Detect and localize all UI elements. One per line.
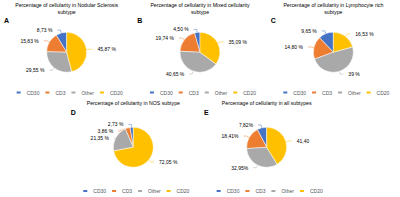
svg-text:72,05 %: 72,05 % [159, 159, 178, 165]
svg-text:E: E [204, 109, 209, 116]
svg-text:41,40: 41,40 [297, 138, 310, 144]
svg-text:subtype: subtype [58, 9, 76, 15]
svg-text:Other: Other [81, 90, 94, 96]
svg-text:CD30: CD30 [227, 188, 240, 194]
svg-text:21,35 %: 21,35 % [91, 135, 110, 141]
svg-text:subtype: subtype [191, 9, 209, 15]
svg-text:15,83 %: 15,83 % [20, 38, 39, 44]
svg-text:19,74 %: 19,74 % [156, 35, 175, 41]
svg-text:8,73 %: 8,73 % [37, 27, 53, 33]
svg-text:Other: Other [348, 90, 361, 96]
svg-text:B: B [137, 17, 142, 24]
svg-text:40,65 %: 40,65 % [166, 71, 185, 77]
svg-text:CD3: CD3 [322, 90, 332, 96]
svg-text:29,55 %: 29,55 % [26, 67, 45, 73]
svg-text:CD20: CD20 [243, 90, 256, 96]
svg-text:Other: Other [215, 90, 228, 96]
svg-text:CD20: CD20 [310, 188, 323, 194]
svg-text:32,95%: 32,95% [231, 165, 249, 171]
svg-text:C: C [271, 17, 276, 24]
svg-text:Percentage of cellularity in N: Percentage of cellularity in NOS subtype [87, 100, 180, 106]
svg-text:CD20: CD20 [377, 90, 390, 96]
svg-text:CD30: CD30 [160, 90, 173, 96]
svg-text:Percentage of cellularity in M: Percentage of cellularity in Mixed cellu… [150, 2, 250, 8]
svg-text:CD3: CD3 [189, 90, 199, 96]
svg-text:3,86 %: 3,86 % [98, 128, 114, 134]
svg-text:7,82%: 7,82% [239, 122, 254, 128]
svg-text:Other: Other [281, 188, 294, 194]
svg-text:14,80 %: 14,80 % [285, 44, 304, 50]
svg-text:Other: Other [148, 188, 161, 194]
svg-text:2,73 %: 2,73 % [108, 121, 124, 127]
svg-text:Percentage of cellularity in N: Percentage of cellularity in Nodular Scl… [15, 2, 118, 8]
svg-text:A: A [4, 17, 9, 24]
svg-text:35,09 %: 35,09 % [229, 39, 248, 45]
svg-text:CD3: CD3 [255, 188, 265, 194]
svg-text:CD30: CD30 [293, 90, 306, 96]
svg-text:subtype: subtype [324, 9, 342, 15]
svg-text:CD20: CD20 [177, 188, 190, 194]
svg-text:45,87 %: 45,87 % [97, 46, 116, 52]
svg-text:D: D [71, 109, 76, 116]
svg-text:CD3: CD3 [55, 90, 65, 96]
svg-text:18,41%: 18,41% [222, 133, 240, 139]
svg-text:CD3: CD3 [122, 188, 132, 194]
svg-text:Percentage of cellularity in a: Percentage of cellularity in all subtype… [222, 100, 312, 106]
svg-text:CD20: CD20 [110, 90, 123, 96]
svg-text:Percentage of cellularity in L: Percentage of cellularity in Lymphocyte … [283, 2, 383, 8]
svg-text:CD30: CD30 [27, 90, 40, 96]
svg-text:4,50 %: 4,50 % [173, 26, 189, 32]
svg-text:9,65 %: 9,65 % [301, 28, 317, 34]
svg-text:39 %: 39 % [348, 71, 360, 77]
svg-text:CD30: CD30 [93, 188, 106, 194]
svg-text:16,53 %: 16,53 % [355, 31, 374, 37]
